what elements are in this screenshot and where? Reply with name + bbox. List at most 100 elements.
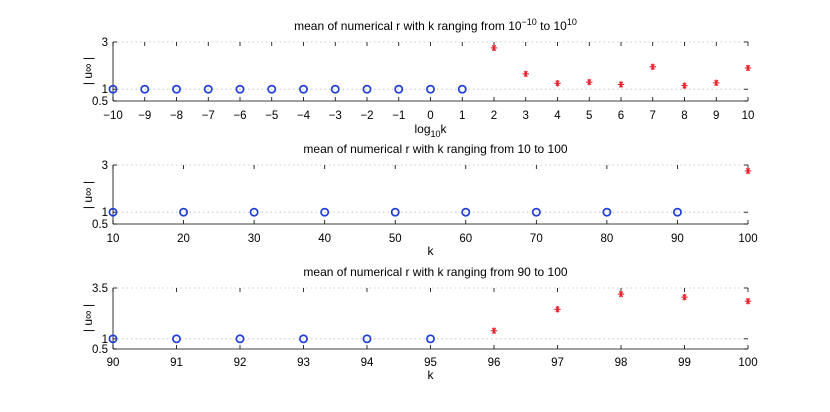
x-tick-label: −6: [233, 110, 246, 122]
x-tick-label: 70: [530, 233, 543, 245]
x-tick-label: 6: [618, 110, 624, 122]
y-axis-label: | u∞ |: [81, 57, 95, 85]
x-tick-label: 100: [738, 233, 757, 245]
x-tick-label: 40: [318, 233, 331, 245]
y-axis-label: | u∞ |: [81, 304, 95, 332]
x-axis-label: k: [428, 244, 435, 258]
data-point-star: [681, 293, 688, 301]
data-point-circle: [426, 334, 435, 344]
chart-title: mean of numerical r with k ranging from …: [303, 142, 567, 156]
data-point-star: [586, 78, 593, 86]
x-tick-label: 4: [554, 110, 561, 122]
x-tick-label: 2: [491, 110, 497, 122]
x-tick-label: 80: [600, 233, 613, 245]
title-superscript: −10: [522, 17, 537, 27]
title-text: to 10: [537, 19, 567, 33]
data-point-star: [681, 82, 688, 89]
x-tick-label: −10: [103, 110, 123, 122]
y-axis-label: | u∞ |: [81, 181, 95, 209]
x-tick-label: −1: [392, 110, 405, 122]
x-tick-label: 91: [170, 357, 183, 369]
data-point-star: [617, 290, 625, 298]
y-tick-label: 1: [102, 84, 108, 96]
data-point-circle: [299, 84, 308, 94]
y-tick-label: 3: [102, 37, 108, 49]
x-tick-label: 8: [681, 110, 687, 122]
x-tick-label: −4: [297, 110, 311, 122]
data-point-star: [649, 63, 656, 70]
x-tick-label: 97: [551, 357, 564, 369]
y-tick-label: 0.5: [92, 96, 108, 108]
x-axis-label-text: log: [414, 122, 430, 136]
x-tick-label: 50: [389, 233, 402, 245]
x-tick-label: 90: [671, 233, 684, 245]
data-point-circle: [362, 84, 372, 94]
data-point-star: [554, 80, 561, 87]
data-point-star: [554, 306, 561, 313]
data-point-circle: [140, 84, 150, 94]
x-tick-label: 96: [488, 357, 501, 369]
x-tick-label: 0: [427, 110, 433, 122]
title-text: mean of numerical r with k ranging from …: [294, 19, 522, 33]
x-tick-label: −5: [265, 110, 278, 122]
x-tick-label: −2: [360, 110, 373, 122]
data-point-circle: [235, 84, 245, 94]
data-point-circle: [267, 84, 277, 94]
data-point-circle: [330, 84, 340, 94]
x-tick-label: −3: [329, 110, 342, 122]
x-tick-label: 60: [459, 233, 472, 245]
x-tick-label: −7: [202, 110, 215, 122]
data-point-star: [490, 44, 498, 52]
chart-panel-2: 10 20 30 40 50 60 70 80 90 100 0.51 3 mean of numeri…: [81, 142, 758, 258]
x-tick-label: 90: [107, 357, 120, 369]
x-tick-label: 95: [424, 357, 437, 369]
y-tick-label: 0.5: [92, 344, 108, 356]
data-point-circle: [235, 334, 245, 344]
x-tick-label: −8: [170, 110, 183, 122]
data-point-circle: [299, 334, 308, 344]
data-point-circle: [426, 84, 435, 94]
data-point-circle: [172, 84, 181, 94]
data-point-circle: [461, 207, 471, 217]
data-point-star: [713, 79, 720, 87]
chart-panel-1: −10 −9 −8 −7 −6 −5 −4 −3 −2 −1 0 1 2 3 4 5 6 7 8 9 100.513me…: [81, 17, 754, 139]
data-point-circle: [172, 334, 181, 344]
x-tick-label: 93: [297, 357, 310, 369]
x-tick-label: 3: [523, 110, 529, 122]
data-point-star: [490, 327, 498, 334]
x-tick-label: 100: [738, 357, 757, 369]
data-point-circle: [108, 84, 118, 94]
y-tick-label: 3.5: [92, 283, 108, 295]
data-point-circle: [249, 207, 259, 217]
chart-title: mean of numerical r with k ranging from …: [303, 265, 567, 279]
data-point-circle: [531, 207, 541, 217]
data-point-circle: [320, 207, 330, 217]
title-superscript: 10: [567, 17, 577, 27]
data-point-circle: [394, 84, 404, 94]
x-axis-label-subscript: 10: [431, 129, 441, 139]
x-tick-label: 10: [107, 233, 120, 245]
data-point-circle: [108, 334, 118, 344]
x-tick-label: 10: [742, 110, 755, 122]
data-point-circle: [203, 84, 213, 94]
y-tick-label: 3: [102, 160, 108, 172]
data-point-circle: [602, 207, 612, 217]
data-point-star: [617, 81, 625, 88]
x-tick-label: 30: [248, 233, 261, 245]
x-axis-label-text: k: [441, 122, 448, 136]
x-tick-label: 20: [177, 233, 190, 245]
x-tick-label: 5: [586, 110, 592, 122]
y-tick-label: 1: [102, 334, 108, 346]
x-axis-label: k: [428, 368, 435, 382]
data-point-circle: [457, 84, 467, 94]
chart-title: mean of numerical r with k ranging from …: [294, 17, 577, 33]
data-point-star: [744, 298, 752, 305]
x-tick-label: 7: [650, 110, 656, 122]
x-tick-label: −9: [138, 110, 151, 122]
y-tick-label: 1: [102, 207, 108, 219]
data-point-circle: [390, 207, 400, 217]
data-point-circle: [108, 207, 118, 217]
y-tick-label: 0.5: [92, 219, 108, 231]
data-point-circle: [362, 334, 372, 344]
